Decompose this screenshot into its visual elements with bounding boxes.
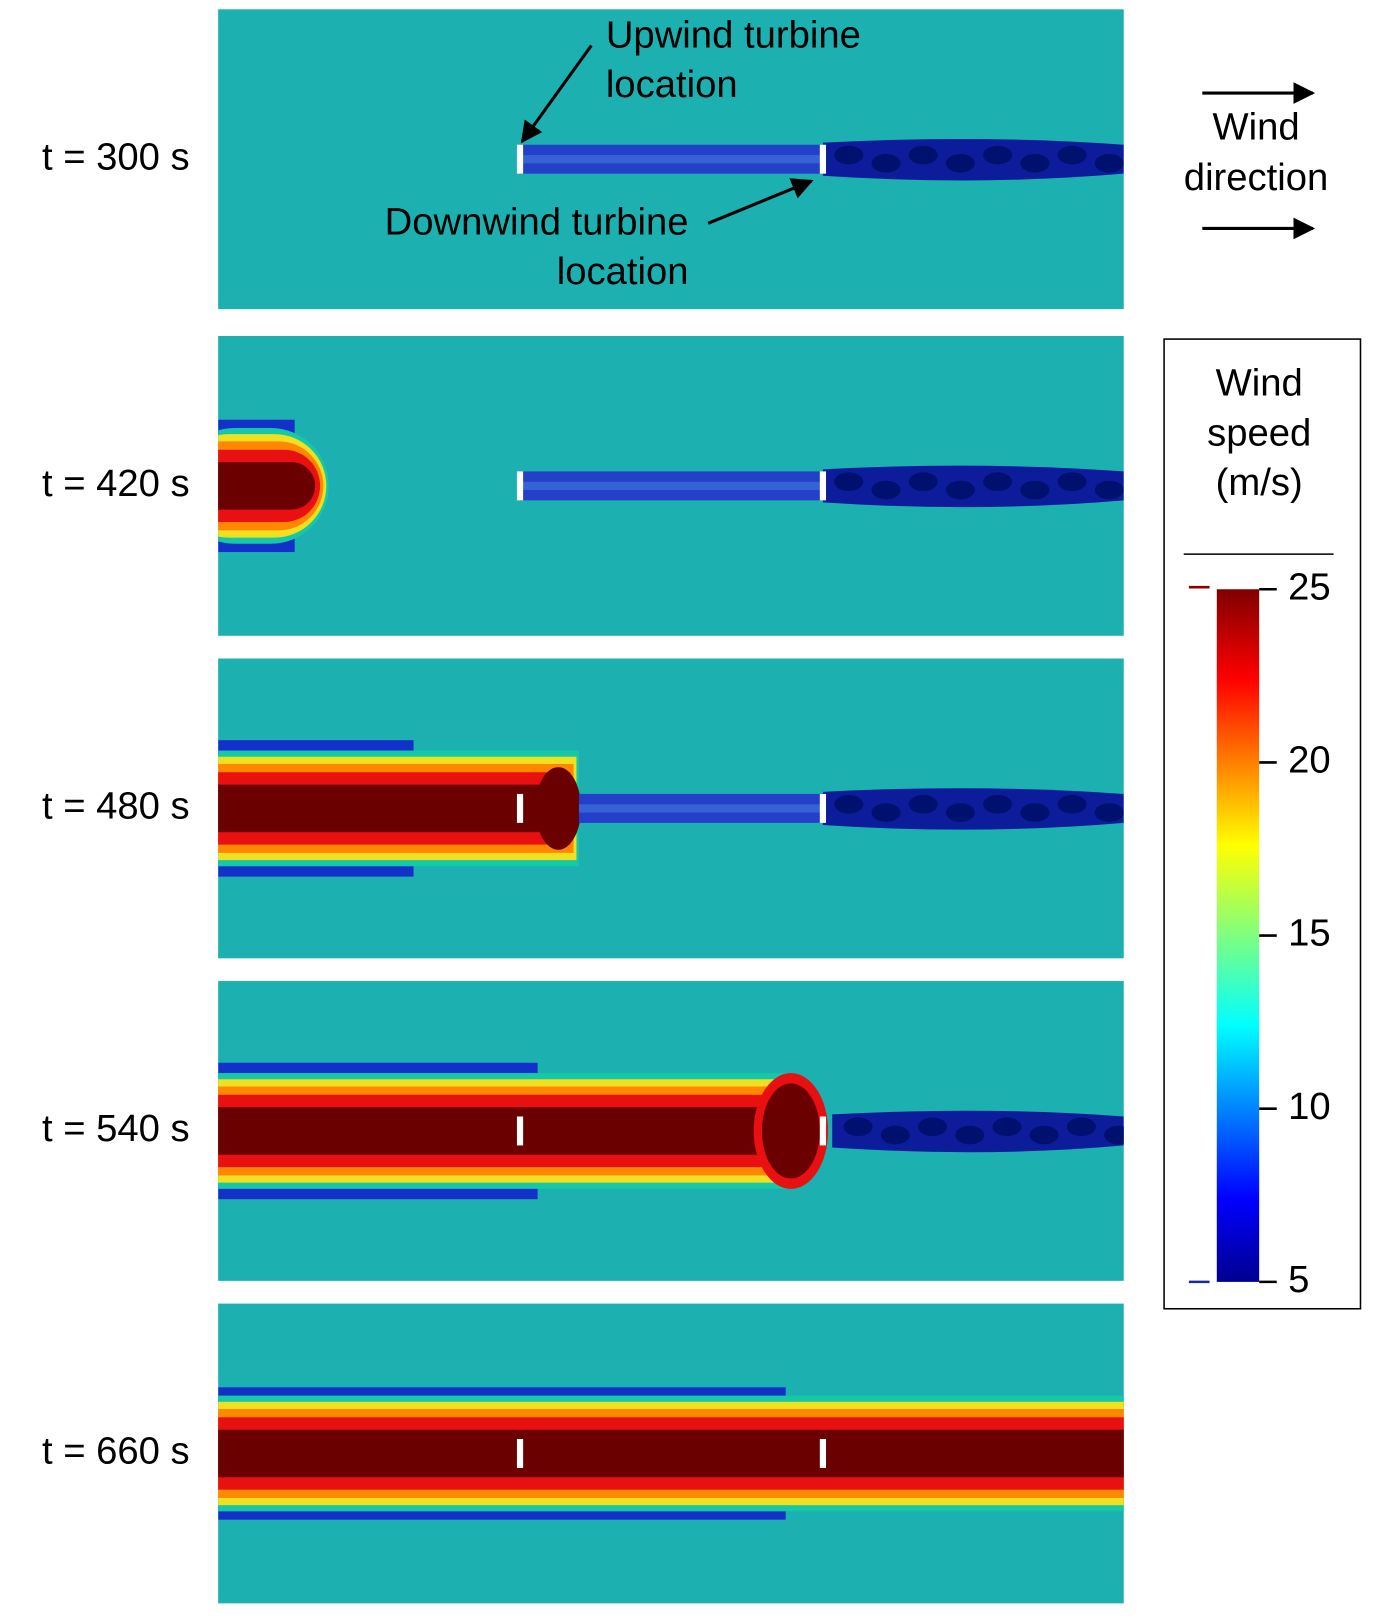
time-label: t = 480 s bbox=[42, 785, 190, 828]
wind-direction-text: Wind bbox=[1213, 105, 1300, 148]
eddy bbox=[1020, 480, 1050, 500]
colorbar-tick-label: 10 bbox=[1288, 1085, 1331, 1128]
turbine-marker bbox=[516, 471, 524, 501]
jet-layer bbox=[218, 1107, 773, 1155]
panels: t = 300 s t = 420 s t = 480 s t = 540 s t = … bbox=[42, 9, 1124, 1604]
colorbar-gradient bbox=[1216, 589, 1260, 1282]
eddy bbox=[908, 794, 938, 814]
time-label: t = 660 s bbox=[42, 1430, 190, 1473]
turbine-marker bbox=[516, 1116, 524, 1146]
flow-field bbox=[520, 138, 1124, 181]
wake-core bbox=[520, 481, 823, 491]
colorbar-tick-label: 25 bbox=[1288, 565, 1331, 608]
eddy bbox=[983, 472, 1013, 492]
eddy bbox=[843, 1117, 873, 1137]
jet-bulb-core bbox=[761, 1083, 820, 1179]
eddy bbox=[945, 154, 975, 173]
eddy bbox=[834, 472, 864, 492]
turbine-marker bbox=[516, 793, 524, 823]
annotation-text: location bbox=[557, 250, 689, 293]
eddy bbox=[880, 1125, 910, 1145]
panel: t = 420 s bbox=[42, 335, 1124, 636]
eddy bbox=[834, 145, 864, 165]
colorbar-tick-label: 20 bbox=[1288, 739, 1331, 782]
wind-direction-text: direction bbox=[1184, 156, 1329, 199]
eddy bbox=[918, 1117, 947, 1137]
colorbar-tick-label: 15 bbox=[1288, 912, 1331, 955]
eddy bbox=[955, 1125, 985, 1145]
eddy bbox=[871, 154, 901, 173]
eddy bbox=[1029, 1125, 1059, 1145]
flow-field bbox=[218, 1387, 1124, 1520]
colorbar-tick-label: 5 bbox=[1288, 1258, 1309, 1301]
eddy bbox=[1057, 145, 1087, 165]
eddy bbox=[983, 145, 1013, 165]
turbine-marker bbox=[819, 144, 827, 174]
eddy bbox=[908, 145, 938, 165]
jet-layer bbox=[218, 462, 316, 510]
time-label: t = 540 s bbox=[42, 1107, 190, 1150]
panel: t = 540 s bbox=[42, 981, 1124, 1281]
annotation-text: location bbox=[606, 63, 738, 106]
panel: t = 660 s bbox=[42, 1303, 1124, 1604]
turbine-marker bbox=[819, 1439, 827, 1468]
eddy bbox=[1020, 154, 1050, 173]
flow-field bbox=[218, 419, 1124, 553]
wake-core bbox=[520, 155, 823, 164]
turbine-marker bbox=[516, 1439, 524, 1468]
eddy bbox=[908, 472, 938, 492]
jet-layer bbox=[218, 784, 566, 833]
eddy bbox=[1066, 1117, 1096, 1137]
eddy bbox=[871, 803, 901, 822]
colorbar-title: speed bbox=[1207, 411, 1311, 454]
eddy bbox=[1094, 154, 1124, 173]
turbine-marker bbox=[819, 471, 827, 501]
time-label: t = 420 s bbox=[42, 462, 190, 505]
annotation-text: Upwind turbine bbox=[606, 13, 861, 56]
eddy bbox=[1094, 803, 1124, 822]
eddy bbox=[1057, 472, 1087, 492]
panel: t = 480 s bbox=[42, 658, 1124, 959]
flow-field bbox=[218, 740, 1124, 877]
flow-field bbox=[218, 1062, 1124, 1200]
eddy bbox=[871, 480, 901, 500]
wind-direction: Wind direction bbox=[1184, 82, 1329, 240]
colorbar-frame bbox=[1163, 338, 1362, 1310]
upwind-annotation: Upwind turbine location bbox=[520, 13, 861, 144]
colorbar: Wind speed (m/s) 5 10 15 20 25 bbox=[1163, 338, 1362, 1310]
turbine-marker bbox=[516, 144, 524, 174]
jet-layer bbox=[218, 1429, 1124, 1478]
eddy bbox=[992, 1117, 1022, 1137]
colorbar-title: Wind bbox=[1216, 362, 1303, 405]
eddy bbox=[945, 480, 975, 500]
eddy bbox=[1057, 794, 1087, 814]
eddy bbox=[1020, 803, 1050, 822]
eddy bbox=[1094, 480, 1124, 500]
eddy bbox=[945, 803, 975, 822]
turbine-marker bbox=[819, 793, 827, 823]
eddy bbox=[983, 794, 1013, 814]
eddy bbox=[1104, 1125, 1124, 1145]
wake-core bbox=[578, 804, 823, 813]
eddy bbox=[834, 794, 864, 814]
panel: t = 300 s bbox=[42, 9, 1124, 310]
downwind-annotation: Downwind turbine location bbox=[385, 178, 814, 293]
jet-front bbox=[535, 767, 582, 850]
time-label: t = 300 s bbox=[42, 135, 190, 178]
turbine-marker bbox=[819, 1116, 827, 1146]
annotation-text: Downwind turbine bbox=[385, 200, 689, 243]
colorbar-title: (m/s) bbox=[1216, 461, 1303, 504]
